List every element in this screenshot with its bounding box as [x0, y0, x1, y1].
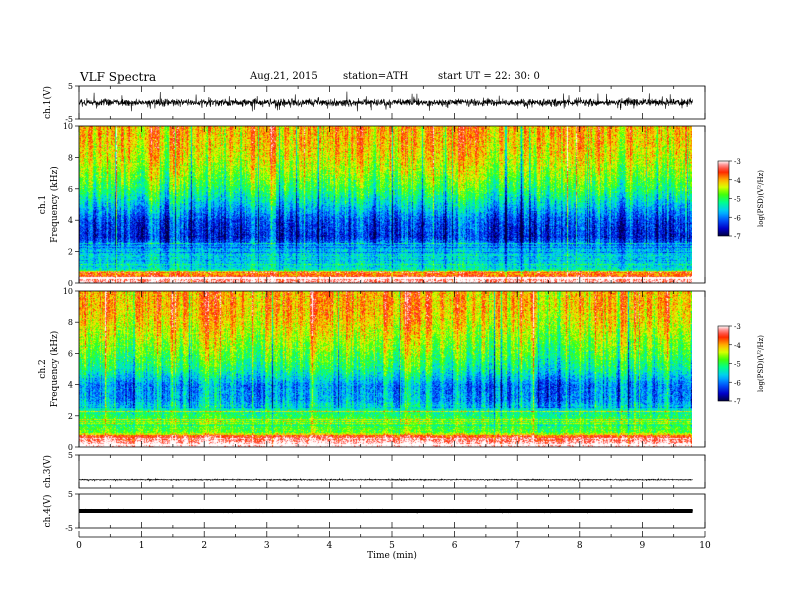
ch1-spectrogram-colorbar-label: log(PSD)(V²/Hz): [757, 170, 765, 227]
ch2-spectrogram-colorbar-label: log(PSD)(V²/Hz): [757, 335, 765, 392]
ch2-spectrogram-ytick-label: 0: [68, 443, 73, 452]
chart-title: VLF Spectra: [80, 70, 157, 84]
ch3-waveform-ytick-label: 5: [68, 451, 73, 460]
ch2-spectrogram-ytick-label: 8: [68, 318, 73, 327]
ch2-spectrogram-heatmap: [79, 291, 692, 447]
ch1-spectrogram-ytick-label: 10: [63, 122, 73, 131]
date-label: Aug.21, 2015: [250, 71, 318, 82]
ch1-spectrogram-heatmap: [79, 126, 692, 283]
x-tick-label: 2: [201, 541, 207, 551]
ch1-spectrogram-colorbar-tick-label: -4: [734, 177, 741, 185]
x-tick-label: 5: [389, 541, 395, 551]
ch2-spectrogram-ytick-label: 4: [68, 381, 73, 390]
ch1-waveform-trace: [78, 91, 693, 112]
ch2-spectrogram-ytick-label: 10: [63, 287, 73, 296]
ch2-spectrogram-colorbar-tick-label: -5: [734, 361, 741, 369]
x-tick-label: 9: [640, 541, 646, 551]
x-tick-label: 0: [76, 541, 82, 551]
ch3-waveform-trace: [78, 477, 693, 483]
ch1-spectrogram-channel-label: ch.1: [38, 195, 48, 214]
ch2-spectrogram-colorbar-tick-label: -7: [734, 398, 741, 406]
x-tick-label: 3: [264, 541, 270, 551]
ch4-waveform-ylabel: ch.4(V): [42, 495, 53, 528]
x-tick-label: 4: [327, 541, 333, 551]
ch1-spectrogram-ytick-label: 4: [68, 216, 73, 225]
ch1-spectrogram-colorbar-tick-label: -7: [734, 233, 741, 241]
ch1-spectrogram-colorbar: [717, 160, 730, 237]
ch1-waveform-ytick-label: -5: [65, 115, 73, 124]
ch1-spectrogram-colorbar-tick-label: -5: [734, 196, 741, 204]
x-tick-label: 6: [452, 541, 458, 551]
ch4-waveform-ytick-label: 5: [68, 490, 73, 499]
ch2-spectrogram-colorbar: [717, 325, 730, 402]
ch2-spectrogram-colorbar-tick-label: -3: [734, 323, 741, 331]
ch4-waveform-ytick-label: -5: [65, 524, 73, 533]
ch1-spectrogram-ytick-label: 6: [68, 185, 73, 194]
ch2-spectrogram-ytick-label: 6: [68, 349, 73, 358]
ch1-spectrogram-ytick-label: 2: [68, 248, 73, 257]
ch3-waveform-ylabel: ch.3(V): [42, 455, 53, 488]
station-label: station=ATH: [343, 71, 409, 82]
ch2-spectrogram-colorbar-tick-label: -6: [734, 379, 741, 387]
ch1-spectrogram-ytick-label: 0: [68, 279, 73, 288]
ch1-waveform-ytick-label: 5: [68, 82, 73, 91]
x-tick-label: 7: [514, 541, 520, 551]
ch1-spectrogram-ytick-label: 8: [68, 153, 73, 162]
ch2-spectrogram-colorbar-tick-label: -4: [734, 342, 741, 350]
ch1-spectrogram-colorbar-tick-label: -6: [734, 214, 741, 222]
ch4-waveform-trace-band: [79, 509, 693, 513]
x-tick-label: 10: [699, 541, 711, 551]
ch1-spectrogram-colorbar-tick-label: -3: [734, 158, 741, 166]
x-axis-label: Time (min): [367, 550, 417, 561]
ch2-spectrogram-ylabel: Frequency (kHz): [49, 331, 60, 408]
ch2-spectrogram-channel-label: ch.2: [38, 359, 48, 378]
x-tick-label: 1: [139, 541, 145, 551]
ch1-waveform-ylabel: ch.1(V): [42, 86, 53, 119]
ch1-spectrogram-ylabel: Frequency (kHz): [49, 166, 60, 243]
ch2-spectrogram-ytick-label: 2: [68, 412, 73, 421]
start-time-label: start UT = 22: 30: 0: [438, 71, 540, 82]
x-tick-label: 8: [577, 541, 583, 551]
